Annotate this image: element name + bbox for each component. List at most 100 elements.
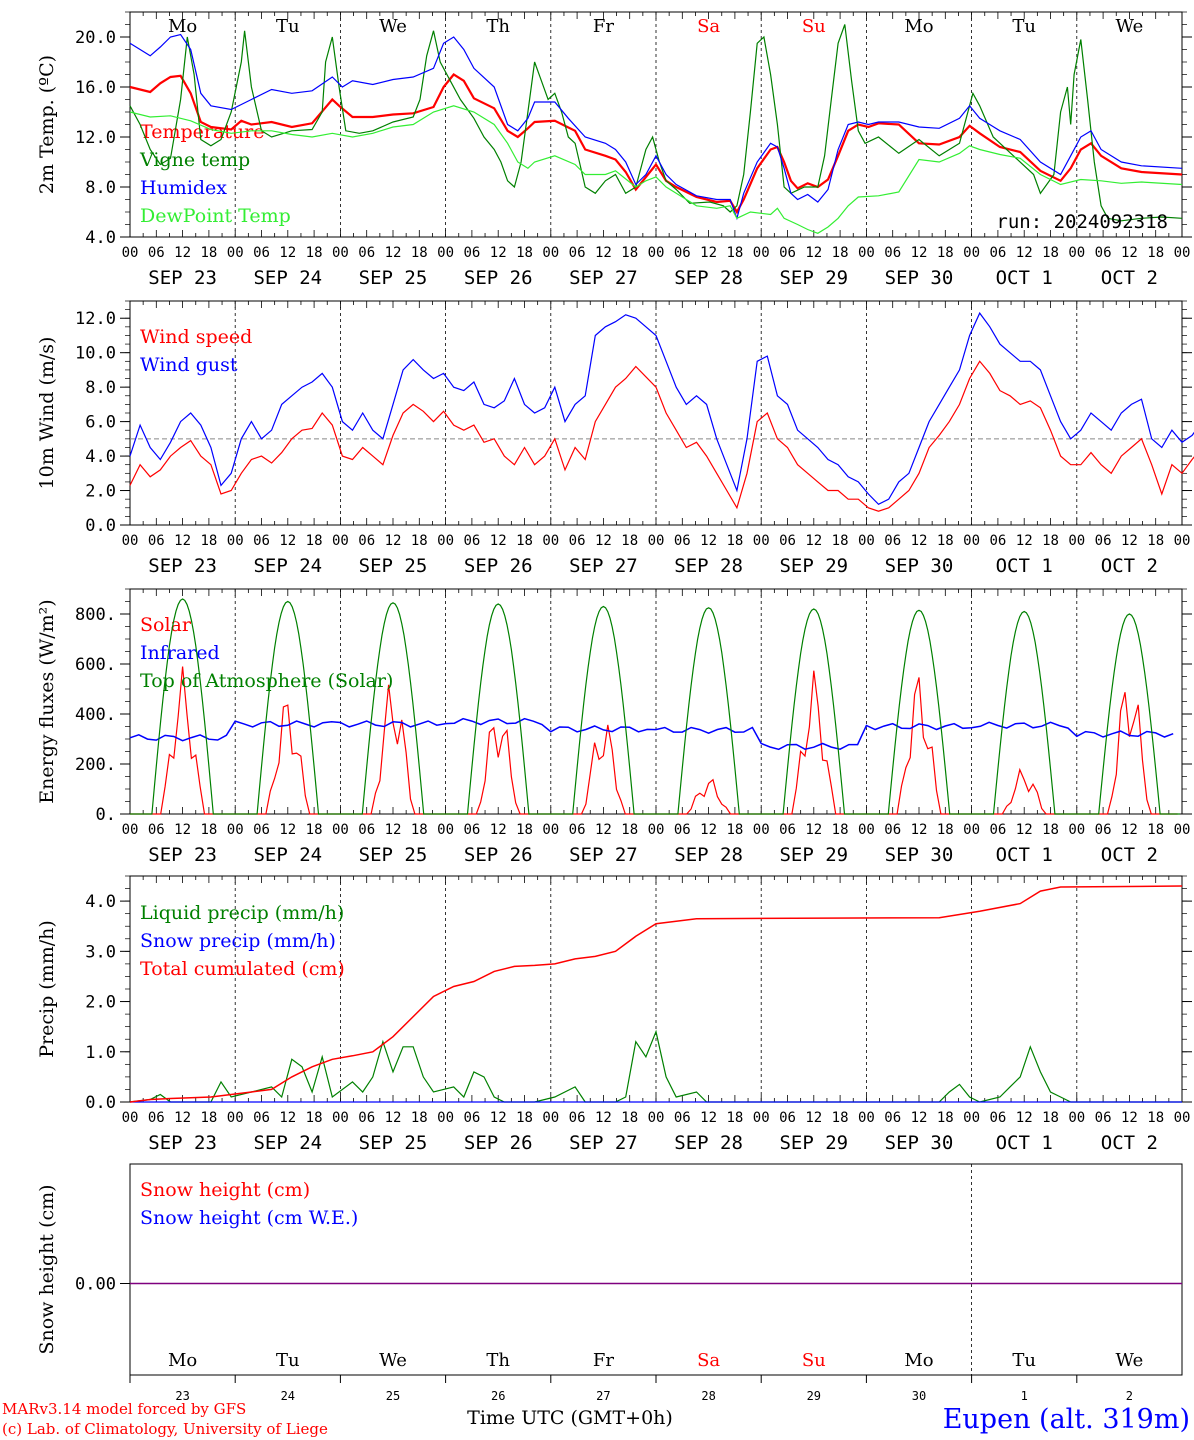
hour-tick-label: 18 [1147,533,1164,549]
hour-tick-label: 00 [858,533,875,549]
legend-entry: Snow precip (mm/h) [140,930,336,952]
series-line-liquid-precip-mm-h- [129,1029,1182,1103]
hour-tick-label: 06 [779,1110,796,1126]
hour-tick-label: 00 [753,822,770,838]
date-label: OCT 1 [996,267,1053,289]
date-label: OCT 2 [1101,555,1158,577]
hour-tick-label: 18 [411,533,428,549]
hour-tick-label: 00 [753,533,770,549]
hour-tick-label: 00 [648,1110,665,1126]
copyright-credit: (c) Lab. of Climatology, University of L… [2,1420,328,1438]
hour-tick-label: 00 [332,245,349,261]
hour-tick-label: 12 [174,1110,191,1126]
hour-tick-label: 06 [1095,1110,1112,1126]
legend-entry: Humidex [140,177,227,199]
hour-tick-label: 06 [569,1110,586,1126]
hour-tick-label: 00 [542,822,559,838]
weekday-label: Tu [276,1350,300,1371]
hour-tick-label: 00 [122,1110,139,1126]
date-label: OCT 2 [1101,1132,1158,1154]
hour-tick-label: 18 [411,1110,428,1126]
hour-tick-label: 00 [1174,245,1191,261]
weekday-label: Sa [697,16,720,37]
weekday-label: We [1116,1350,1144,1371]
y-tick-label: 0. [96,805,116,825]
hour-tick-label: 18 [621,1110,638,1126]
hour-tick-label: 00 [648,245,665,261]
legend-entry: Solar [140,614,192,636]
weekday-label: We [379,16,407,37]
hour-tick-label: 18 [621,245,638,261]
hour-tick-label: 18 [306,245,323,261]
hour-tick-label: 18 [832,822,849,838]
date-label: SEP 28 [674,1132,743,1154]
hour-tick-label: 12 [911,245,928,261]
series-line-dewpoint-temp [129,105,1183,234]
hour-tick-label: 00 [858,245,875,261]
hour-tick-label: 00 [1068,533,1085,549]
day-number-label: 25 [386,1389,400,1403]
station-label: Eupen (alt. 319m) [943,1404,1190,1435]
hour-tick-label: 06 [779,245,796,261]
hour-tick-label: 00 [227,822,244,838]
date-label: SEP 30 [885,1132,954,1154]
weekday-label: We [1116,16,1144,37]
day-number-label: 2 [1126,1389,1133,1403]
day-number-label: 28 [701,1389,715,1403]
legend-entry: Vigne temp [139,149,250,171]
hour-tick-label: 06 [989,822,1006,838]
hour-tick-label: 06 [463,822,480,838]
hour-tick-label: 00 [122,533,139,549]
hour-tick-label: 12 [490,1110,507,1126]
y-axis-label: Precip (mm/h) [36,920,58,1058]
hour-tick-label: 12 [595,1110,612,1126]
hour-tick-label: 06 [253,533,270,549]
hour-tick-label: 12 [1121,245,1138,261]
hour-tick-label: 12 [1016,822,1033,838]
hour-tick-label: 18 [1147,245,1164,261]
hour-tick-label: 18 [411,245,428,261]
legend-entry: Temperature [140,121,264,143]
hour-tick-label: 06 [1095,533,1112,549]
series-line-vigne-temp [129,24,1183,222]
hour-tick-label: 18 [726,822,743,838]
hour-tick-label: 12 [385,533,402,549]
date-label: SEP 24 [253,844,322,866]
hour-tick-label: 06 [148,1110,165,1126]
hour-tick-label: 00 [332,1110,349,1126]
date-label: SEP 30 [885,555,954,577]
date-label: SEP 25 [359,267,428,289]
legend-entry: Liquid precip (mm/h) [140,902,344,924]
hour-tick-label: 00 [648,822,665,838]
hour-tick-label: 12 [174,533,191,549]
hour-tick-label: 06 [674,1110,691,1126]
date-label: SEP 26 [464,844,533,866]
hour-tick-label: 06 [148,822,165,838]
weekday-label: Th [486,1350,510,1371]
date-label: OCT 1 [996,555,1053,577]
hour-tick-label: 00 [227,245,244,261]
hour-tick-label: 00 [437,533,454,549]
hour-tick-label: 06 [884,822,901,838]
hour-tick-label: 18 [1042,822,1059,838]
hour-tick-label: 00 [437,245,454,261]
y-tick-label: 400. [75,705,116,725]
weekday-label: Fr [593,1350,614,1371]
hour-tick-label: 06 [358,822,375,838]
hour-tick-label: 18 [306,533,323,549]
hour-tick-label: 12 [805,1110,822,1126]
weekday-label: Su [802,1350,826,1371]
hour-tick-label: 18 [516,1110,533,1126]
hour-tick-label: 12 [911,822,928,838]
hour-tick-label: 06 [674,533,691,549]
model-credit: MARv3.14 model forced by GFS [2,1400,246,1418]
hour-tick-label: 06 [779,822,796,838]
y-axis-label: Snow height (cm) [36,1184,58,1354]
weekday-label: We [379,1350,407,1371]
legend-entry: Snow height (cm) [140,1179,310,1201]
weekday-label: Mo [904,1350,933,1371]
hour-tick-label: 18 [1147,1110,1164,1126]
date-label: SEP 25 [359,1132,428,1154]
date-label: SEP 27 [569,555,638,577]
